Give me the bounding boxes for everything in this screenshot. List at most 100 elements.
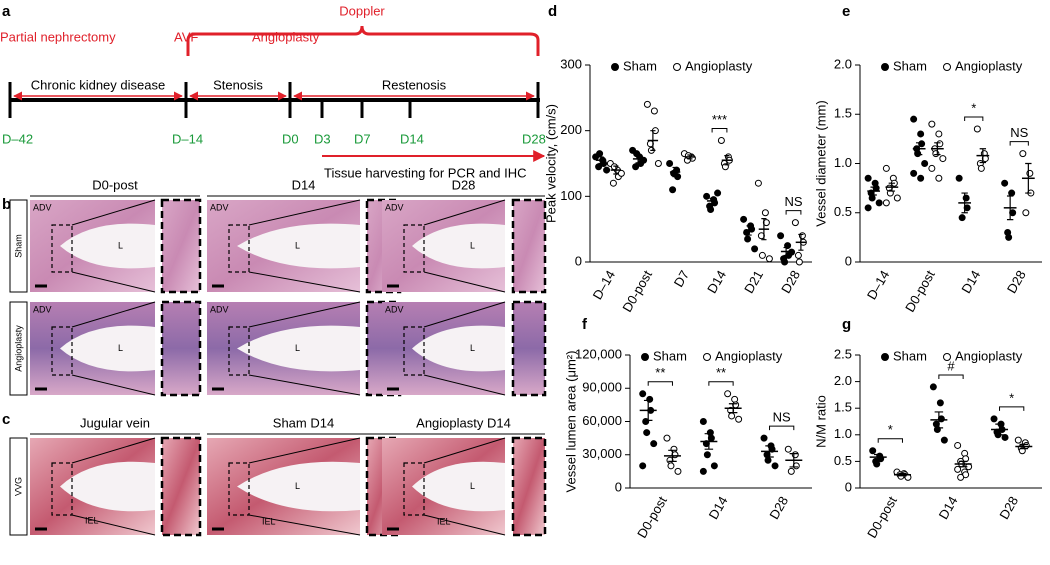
- inset-frame: [511, 300, 547, 397]
- data-point: [791, 219, 799, 227]
- adv-label: ADV: [385, 202, 404, 212]
- error-bar: [961, 192, 968, 214]
- data-point: [595, 163, 603, 171]
- day-label: D3: [314, 131, 331, 146]
- y-tick-label: 0: [845, 479, 852, 494]
- data-point: [864, 174, 872, 182]
- data-point: [771, 462, 779, 470]
- x-tick-label: D–14: [590, 268, 619, 302]
- significance-bracket: [708, 381, 734, 386]
- error-bar: [704, 433, 714, 450]
- legend-marker: [673, 63, 681, 71]
- day-label: D–14: [172, 131, 203, 146]
- zoom-line: [423, 437, 506, 464]
- data-point: [910, 169, 918, 177]
- x-tick-label: D0-post: [634, 493, 670, 540]
- legend-label: Angioplasty: [955, 348, 1023, 363]
- zoom-line: [71, 514, 156, 536]
- significance-label: NS: [1010, 125, 1028, 140]
- zoom-line: [423, 271, 506, 293]
- data-point: [724, 390, 732, 398]
- error-bar: [761, 218, 767, 241]
- data-point: [728, 412, 736, 420]
- error-bar: [798, 233, 804, 251]
- data-point: [928, 120, 936, 128]
- panel-label: a: [2, 3, 11, 20]
- data-point: [958, 214, 966, 222]
- significance-label: **: [716, 365, 726, 380]
- data-point: [667, 462, 675, 470]
- phase-label: Chronic kidney disease: [31, 77, 165, 92]
- error-bar: [789, 453, 799, 468]
- y-tick-label: 1.5: [834, 106, 852, 121]
- y-tick-label: 2.0: [834, 56, 852, 71]
- zoom-line: [248, 301, 361, 328]
- x-tick-label: D28: [1004, 268, 1029, 296]
- y-tick-label: 100: [560, 188, 582, 203]
- data-point: [764, 456, 772, 464]
- error-bar: [724, 155, 730, 166]
- inset: [513, 438, 545, 535]
- data-point: [1001, 179, 1009, 187]
- lumen-label: L: [470, 343, 475, 353]
- inset: [162, 302, 200, 395]
- iel-label: IEL: [85, 515, 99, 525]
- data-point: [703, 192, 711, 200]
- data-point: [758, 251, 766, 259]
- adv-label: ADV: [210, 202, 229, 212]
- inset-box: [228, 462, 250, 516]
- lumen: [60, 223, 155, 269]
- error-bar: [934, 411, 944, 429]
- significance-label: ***: [712, 112, 727, 127]
- significance-label: **: [655, 365, 665, 380]
- data-point: [754, 179, 762, 187]
- row-label: VVG: [13, 477, 23, 496]
- zoom-line: [248, 374, 361, 396]
- inset-frame: [160, 300, 202, 397]
- zoom-line: [423, 514, 506, 536]
- inset-box: [51, 326, 73, 376]
- significance-label: NS: [773, 410, 791, 425]
- data-point: [893, 194, 901, 202]
- x-tick-label: D14: [704, 268, 729, 296]
- column-header: D0-post: [92, 177, 138, 192]
- data-point: [640, 156, 648, 164]
- row-label: Sham: [13, 234, 23, 258]
- row-label-box: [9, 437, 28, 536]
- y-tick-label: 0.5: [834, 453, 852, 468]
- legend-label: Angioplasty: [685, 58, 753, 73]
- x-tick-label: D–14: [864, 268, 893, 302]
- data-point: [751, 245, 759, 253]
- data-point: [935, 130, 943, 138]
- data-point: [703, 451, 711, 459]
- error-bar: [709, 197, 715, 205]
- y-tick-label: 2.5: [834, 346, 852, 361]
- significance-label: NS: [784, 194, 802, 209]
- adv-label: ADV: [385, 304, 404, 314]
- error-bar: [746, 225, 752, 236]
- significance-label: *: [888, 422, 893, 437]
- data-point: [707, 205, 715, 213]
- data-point: [639, 462, 647, 470]
- y-tick-label: 1.0: [834, 426, 852, 441]
- zoom-line: [423, 374, 506, 396]
- lumen-label: L: [295, 343, 300, 353]
- event-label: Angioplasty: [252, 29, 320, 44]
- legend-marker: [943, 353, 951, 361]
- lumen-label: L: [118, 240, 123, 250]
- y-tick-label: 1.0: [834, 155, 852, 170]
- error-bar: [1006, 195, 1014, 221]
- data-point: [882, 199, 890, 207]
- significance-label: *: [971, 100, 976, 115]
- error-bar: [598, 156, 604, 165]
- error-bar: [650, 130, 656, 151]
- lumen-label: L: [295, 240, 300, 250]
- data-point: [1001, 433, 1009, 441]
- zoom-line: [248, 199, 361, 226]
- day-label: D–42: [2, 131, 33, 146]
- zoom-line: [248, 271, 361, 293]
- error-bar: [728, 403, 738, 414]
- lumen-label: L: [470, 240, 475, 250]
- legend-marker: [641, 353, 649, 361]
